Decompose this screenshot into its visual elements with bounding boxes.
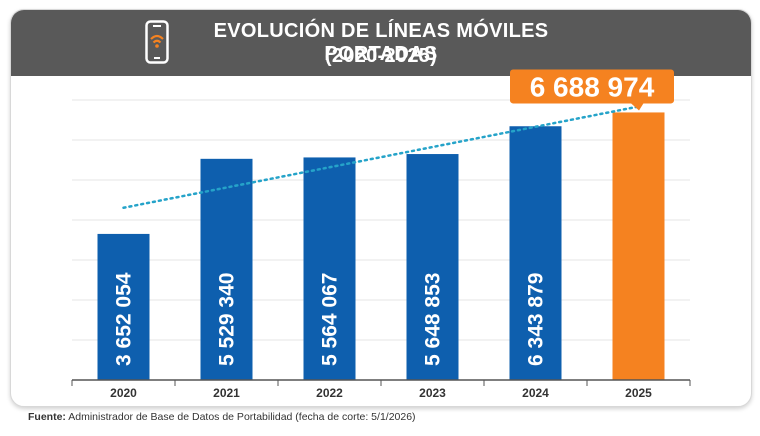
source-note: Fuente: Administrador de Base de Datos d… (28, 411, 416, 423)
source-text: Administrador de Base de Datos de Portab… (65, 411, 416, 423)
bar (200, 158, 253, 380)
data-label: 5 564 067 (319, 273, 342, 366)
bar (97, 233, 150, 380)
highlight-label-box (510, 69, 674, 104)
data-label: 6 343 879 (525, 273, 548, 366)
data-label: 6 688 974 (530, 71, 655, 102)
bar (612, 112, 665, 380)
x-tick-label: 2025 (625, 386, 652, 400)
chart-title: EVOLUCIÓN DE LÍNEAS MÓVILES PORTADAS (213, 20, 549, 65)
x-tick-label: 2021 (213, 386, 240, 400)
data-label: 5 529 340 (216, 273, 239, 366)
trendline (122, 105, 640, 210)
x-tick-label: 2022 (316, 386, 343, 400)
chart-header: EVOLUCIÓN DE LÍNEAS MÓVILES PORTADAS (20… (11, 10, 751, 76)
x-tick-label: 2024 (522, 386, 549, 400)
data-label: 3 652 054 (113, 272, 136, 366)
x-tick-label: 2023 (419, 386, 446, 400)
x-tick-label: 2020 (110, 386, 137, 400)
bar (406, 154, 459, 380)
data-label: 5 648 853 (422, 273, 445, 366)
phone-wifi-icon (145, 20, 169, 64)
chart-subtitle: (2020-2025) (324, 45, 438, 67)
bar (303, 157, 356, 380)
source-label: Fuente: (28, 411, 66, 423)
highlight-label-pointer (630, 102, 644, 111)
bar (509, 126, 562, 380)
